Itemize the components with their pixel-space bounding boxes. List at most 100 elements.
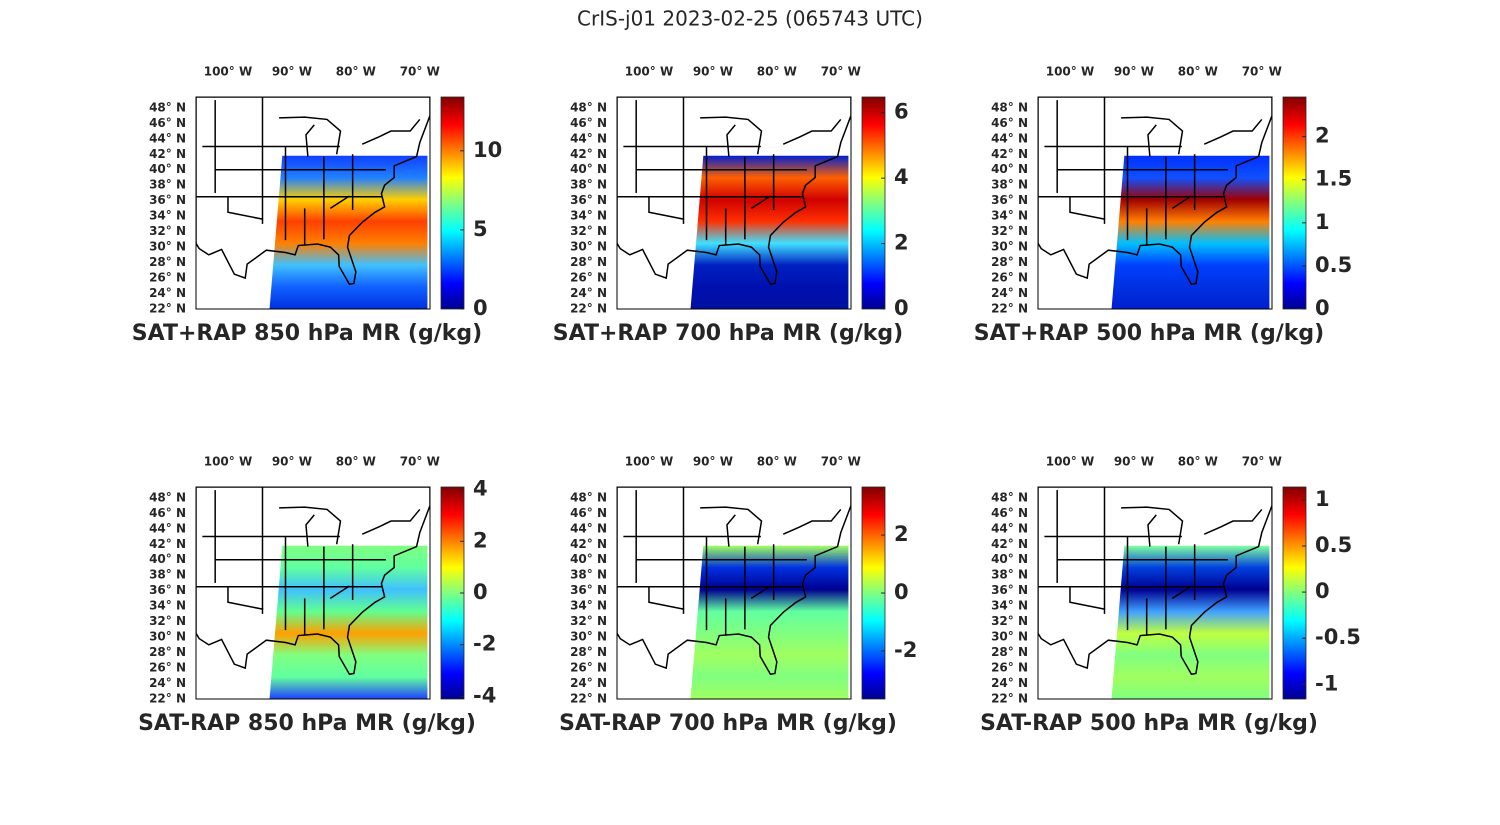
lat-tick-label: 40° N xyxy=(570,552,607,566)
lat-tick-label: 48° N xyxy=(991,100,1028,114)
lat-tick-label: 42° N xyxy=(149,537,186,551)
lon-tick-label: 100° W xyxy=(204,455,252,469)
lat-tick-label: 22° N xyxy=(991,302,1028,316)
map-panel: 100° W 90° W 80° W 70° W 48° N 46° N44° N 42° … xyxy=(138,455,496,737)
lat-tick-label: 30° N xyxy=(149,630,186,644)
lat-tick-label: 44° N xyxy=(149,131,186,145)
coastline xyxy=(1038,97,1272,286)
colorbar-tick-label: 1 xyxy=(1315,487,1330,511)
colorbar-tick-label: 0 xyxy=(473,580,488,604)
colorbar-tick-label: 0.5 xyxy=(1315,253,1352,277)
lat-tick-label: 26° N xyxy=(149,661,186,675)
lat-tick-label: 46° N xyxy=(570,506,607,520)
lat-tick-label: 38° N xyxy=(149,178,186,192)
state-border xyxy=(329,585,350,600)
lat-tick-label: 46° N xyxy=(149,116,186,130)
coastline xyxy=(617,487,851,676)
lat-tick-label: 38° N xyxy=(570,568,607,582)
data-swath xyxy=(269,545,428,699)
lat-tick-label: 28° N xyxy=(570,645,607,659)
lat-tick-label: 24° N xyxy=(991,286,1028,300)
lon-tick-label: 100° W xyxy=(1046,455,1094,469)
coastline xyxy=(196,97,430,286)
lon-tick-label: 80° W xyxy=(336,65,376,79)
lon-tick-label: 80° W xyxy=(757,455,797,469)
lat-tick-label: 42° N xyxy=(991,147,1028,161)
state-border xyxy=(700,116,763,155)
lat-tick-label: 44° N xyxy=(991,521,1028,535)
lat-tick-label: 28° N xyxy=(991,255,1028,269)
lat-tick-label: 48° N xyxy=(991,490,1028,504)
map-panel: 100° W 90° W 80° W 70° W 48° N 46° N44° N 42° … xyxy=(132,65,502,347)
state-border xyxy=(1069,586,1106,610)
lat-tick-label: 24° N xyxy=(570,676,607,690)
lon-tick-label: 70° W xyxy=(821,65,861,79)
coastline xyxy=(1038,487,1272,676)
lat-tick-label: 30° N xyxy=(570,630,607,644)
lon-tick-label: 70° W xyxy=(1242,65,1282,79)
colorbar-tick-label: 0.5 xyxy=(1315,533,1352,557)
lat-tick-label: 26° N xyxy=(570,271,607,285)
lat-tick-label: 36° N xyxy=(149,583,186,597)
colorbar-tick-label: 2 xyxy=(894,231,909,255)
lat-tick-label: 36° N xyxy=(570,583,607,597)
map-frame xyxy=(616,96,852,310)
lat-tick-label: 38° N xyxy=(991,568,1028,582)
panel-title: SAT-RAP 850 hPa MR (g/kg) xyxy=(138,711,476,736)
lat-tick-label: 22° N xyxy=(991,692,1028,706)
panel-title: SAT+RAP 700 hPa MR (g/kg) xyxy=(553,321,903,346)
lat-tick-label: 32° N xyxy=(149,224,186,238)
colorbar-tick-label: 0 xyxy=(1315,579,1330,603)
state-border xyxy=(361,508,421,535)
state-border xyxy=(1121,506,1184,545)
state-border xyxy=(782,118,842,145)
lon-tick-label: 90° W xyxy=(1114,455,1154,469)
lat-tick-label: 32° N xyxy=(991,614,1028,628)
lat-tick-label: 34° N xyxy=(570,209,607,223)
lat-tick-label: 34° N xyxy=(991,599,1028,613)
lat-tick-label: 24° N xyxy=(149,676,186,690)
data-swath xyxy=(1111,155,1270,309)
lon-tick-label: 90° W xyxy=(693,455,733,469)
lat-tick-label: 42° N xyxy=(991,537,1028,551)
lat-tick-label: 40° N xyxy=(149,162,186,176)
colorbar-tick-label: 6 xyxy=(894,100,909,124)
map-frame xyxy=(1037,96,1273,310)
lat-tick-label: 32° N xyxy=(991,224,1028,238)
lon-tick-label: 100° W xyxy=(625,455,673,469)
panel-title: SAT+RAP 500 hPa MR (g/kg) xyxy=(974,321,1324,346)
colorbar-tick-label: 0 xyxy=(473,296,488,320)
state-border xyxy=(305,514,315,547)
lat-tick-label: 36° N xyxy=(570,193,607,207)
map-panel: 100° W 90° W 80° W 70° W 48° N 46° N44° N 42° … xyxy=(980,455,1361,737)
lat-tick-label: 28° N xyxy=(991,645,1028,659)
lat-tick-label: 30° N xyxy=(570,240,607,254)
lat-tick-label: 46° N xyxy=(570,116,607,130)
lon-tick-label: 70° W xyxy=(821,455,861,469)
lat-tick-label: 32° N xyxy=(570,224,607,238)
lat-tick-label: 24° N xyxy=(149,286,186,300)
state-border xyxy=(648,586,685,610)
data-swath xyxy=(690,545,849,699)
state-border xyxy=(1171,585,1192,600)
lat-tick-label: 34° N xyxy=(149,209,186,223)
lat-tick-label: 26° N xyxy=(570,661,607,675)
map-frame xyxy=(1037,486,1273,700)
lat-tick-label: 24° N xyxy=(570,286,607,300)
state-border xyxy=(279,116,342,155)
lat-tick-label: 26° N xyxy=(991,661,1028,675)
state-border xyxy=(1203,508,1263,535)
lat-tick-label: 36° N xyxy=(149,193,186,207)
lat-tick-label: 28° N xyxy=(570,255,607,269)
state-border xyxy=(726,124,736,157)
state-border xyxy=(750,195,771,210)
figure-title: CrIS-j01 2023-02-25 (065743 UTC) xyxy=(577,7,923,31)
state-border xyxy=(1171,195,1192,210)
panel-title: SAT-RAP 500 hPa MR (g/kg) xyxy=(980,711,1318,736)
state-border xyxy=(1147,124,1157,157)
colorbar-tick-label: 2 xyxy=(894,522,909,546)
colorbar-tick-label: 1.5 xyxy=(1315,167,1352,191)
state-border xyxy=(227,196,264,220)
colorbar-tick-label: -1 xyxy=(1315,671,1338,695)
lon-tick-label: 100° W xyxy=(204,65,252,79)
